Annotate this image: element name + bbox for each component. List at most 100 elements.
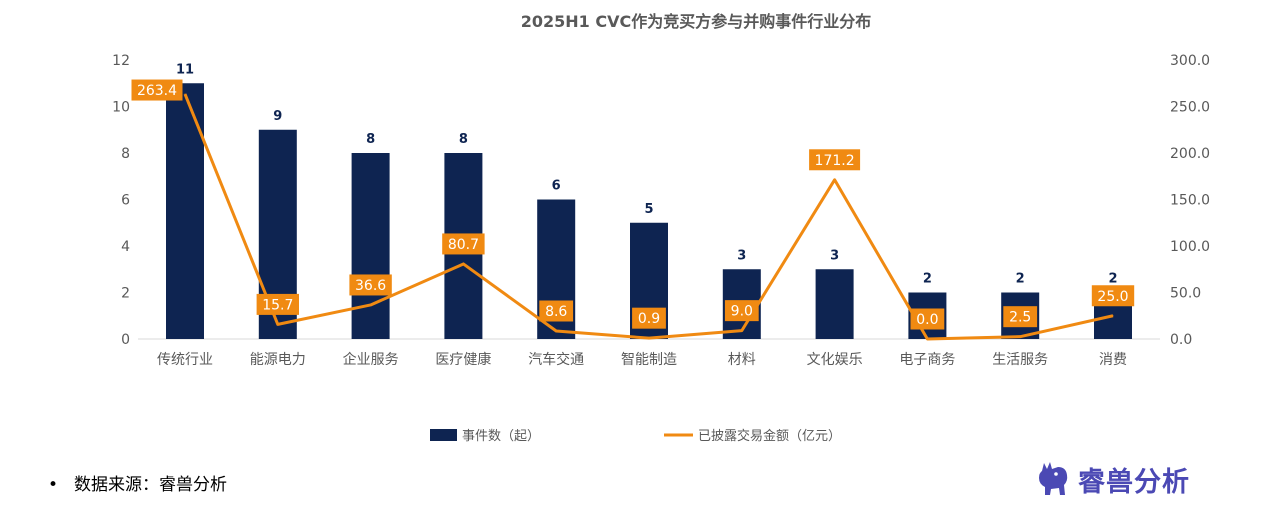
line-value-text: 9.0 (731, 304, 753, 320)
line-value-text: 15.7 (262, 297, 293, 313)
line-value-label: 25.0 (1091, 285, 1135, 307)
bar-value-label: 9 (273, 109, 282, 124)
line-value-text: 8.6 (545, 304, 567, 320)
legend-line-label: 已披露交易金额（亿元） (698, 428, 841, 444)
line-value-box (131, 79, 183, 101)
bar-value-label: 3 (737, 248, 746, 263)
brand-logo: 睿兽分析 (1034, 457, 1190, 501)
bar-value-label: 2 (1016, 272, 1025, 287)
line-value-box (632, 307, 666, 329)
right-axis-tick-label: 150.0 (1170, 193, 1210, 209)
line-value-text: 263.4 (137, 83, 177, 99)
line-value-text: 36.6 (355, 278, 386, 294)
right-axis-tick-label: 250.0 (1170, 100, 1210, 116)
data-source-text: 数据来源：睿兽分析 (74, 475, 228, 495)
bar-企业服务 (351, 153, 390, 339)
line-point (926, 338, 928, 340)
legend-bar-swatch (430, 429, 457, 441)
line-value-text: 80.7 (448, 237, 479, 253)
right-axis-tick-label: 0.0 (1170, 332, 1192, 348)
line-point (1112, 315, 1114, 317)
line-value-label: 0.0 (910, 308, 945, 330)
line-point (184, 93, 186, 95)
bar-value-label: 6 (552, 179, 561, 194)
right-axis-tick-label: 100.0 (1170, 239, 1210, 255)
left-axis-tick-label: 2 (121, 286, 130, 302)
x-axis-ticks: 传统行业 能源电力 企业服务 医疗健康 汽车交通 智能制造 材料 文化娱乐 电子商务 生活服务 消费 (157, 351, 1127, 368)
line-value-label: 9.0 (724, 300, 759, 322)
x-tick-label: 医疗健康 (435, 351, 491, 368)
bullet-glyph: • (48, 475, 59, 495)
line-value-label: 2.5 (1003, 306, 1038, 328)
line-point (462, 263, 464, 265)
line-value-box (256, 293, 299, 315)
line-value-label: 15.7 (256, 293, 299, 315)
line-value-box (910, 308, 945, 330)
line-value-text: 171.2 (815, 153, 855, 169)
x-tick-label: 生活服务 (992, 352, 1048, 368)
line-point (648, 337, 650, 339)
bar-data-labels: 11 9 8 8 6 5 3 3 2 2 2 (176, 62, 1118, 286)
line-value-text: 0.0 (916, 312, 938, 328)
left-axis-tick-label: 10 (112, 100, 130, 116)
line-value-label: 36.6 (349, 274, 392, 296)
bar-value-label: 8 (459, 132, 468, 147)
right-axis-tick-label: 200.0 (1170, 146, 1210, 162)
line-series (183, 93, 1114, 341)
line-point (555, 330, 557, 332)
bar-value-label: 3 (830, 248, 839, 263)
right-axis-tick-label: 300.0 (1170, 53, 1210, 69)
x-tick-label: 汽车交通 (528, 351, 584, 368)
line-point (370, 304, 372, 306)
bar-value-label: 8 (366, 132, 375, 147)
legend: 事件数（起） 已披露交易金额（亿元） (430, 428, 841, 444)
x-tick-label: 消费 (1099, 352, 1127, 368)
line-value-label: 8.6 (539, 300, 574, 322)
line-value-label: 263.4 (131, 79, 183, 101)
bar-value-label: 2 (1108, 272, 1117, 287)
bar-传统行业 (166, 83, 204, 339)
x-tick-label: 材料 (728, 352, 756, 368)
left-axis: 0 2 4 6 8 10 12 (112, 53, 130, 348)
line-value-box (539, 300, 574, 322)
line-point (741, 330, 743, 332)
x-tick-label: 文化娱乐 (807, 352, 863, 368)
bar-value-label: 5 (644, 202, 653, 217)
right-axis: 0.0 50.0 100.0 150.0 200.0 250.0 300.0 (1170, 53, 1210, 348)
line-value-label: 80.7 (442, 233, 485, 255)
x-tick-label: 智能制造 (621, 352, 677, 368)
x-tick-label: 传统行业 (157, 352, 213, 368)
left-axis-tick-label: 6 (121, 193, 130, 209)
legend-bar-label: 事件数（起） (462, 429, 540, 444)
left-axis-tick-label: 4 (121, 239, 130, 255)
line-value-label: 171.2 (809, 149, 861, 171)
x-tick-label: 企业服务 (343, 351, 399, 368)
right-axis-tick-label: 50.0 (1170, 286, 1201, 302)
line-point (834, 179, 836, 181)
brand-name: 睿兽分析 (1078, 466, 1190, 498)
brand-mascot-icon (1039, 462, 1068, 495)
left-axis-tick-label: 12 (112, 53, 130, 69)
line-value-label: 0.9 (632, 307, 666, 329)
bar-文化娱乐 (815, 269, 854, 339)
line-value-box (442, 233, 485, 255)
line-value-box (349, 274, 392, 296)
line-point (277, 323, 279, 325)
chart-title: 2025H1 CVC作为竞买方参与并购事件行业分布 (521, 12, 872, 31)
left-axis-tick-label: 8 (121, 146, 130, 162)
line-value-text: 2.5 (1009, 310, 1031, 326)
line-value-box (724, 300, 759, 322)
line-point (1019, 336, 1021, 338)
chart-svg: 2025H1 CVC作为竞买方参与并购事件行业分布 0 2 4 6 8 10 12 0.0 5… (112, 12, 1210, 444)
left-axis-tick-label: 0 (121, 332, 130, 348)
x-tick-label: 能源电力 (250, 352, 306, 368)
bar-value-label: 11 (176, 62, 194, 77)
line-value-box (1091, 285, 1135, 307)
line-value-text: 0.9 (638, 311, 660, 327)
line-value-text: 25.0 (1097, 289, 1128, 305)
line-value-box (809, 149, 861, 171)
line-value-box (1003, 306, 1038, 328)
line-data-labels: 263.4 15.7 36.6 80.7 8.6 0.9 9.0 171.2 0.0 2.5 25.… (131, 79, 1135, 330)
data-source-note: • 数据来源：睿兽分析 (48, 470, 227, 495)
